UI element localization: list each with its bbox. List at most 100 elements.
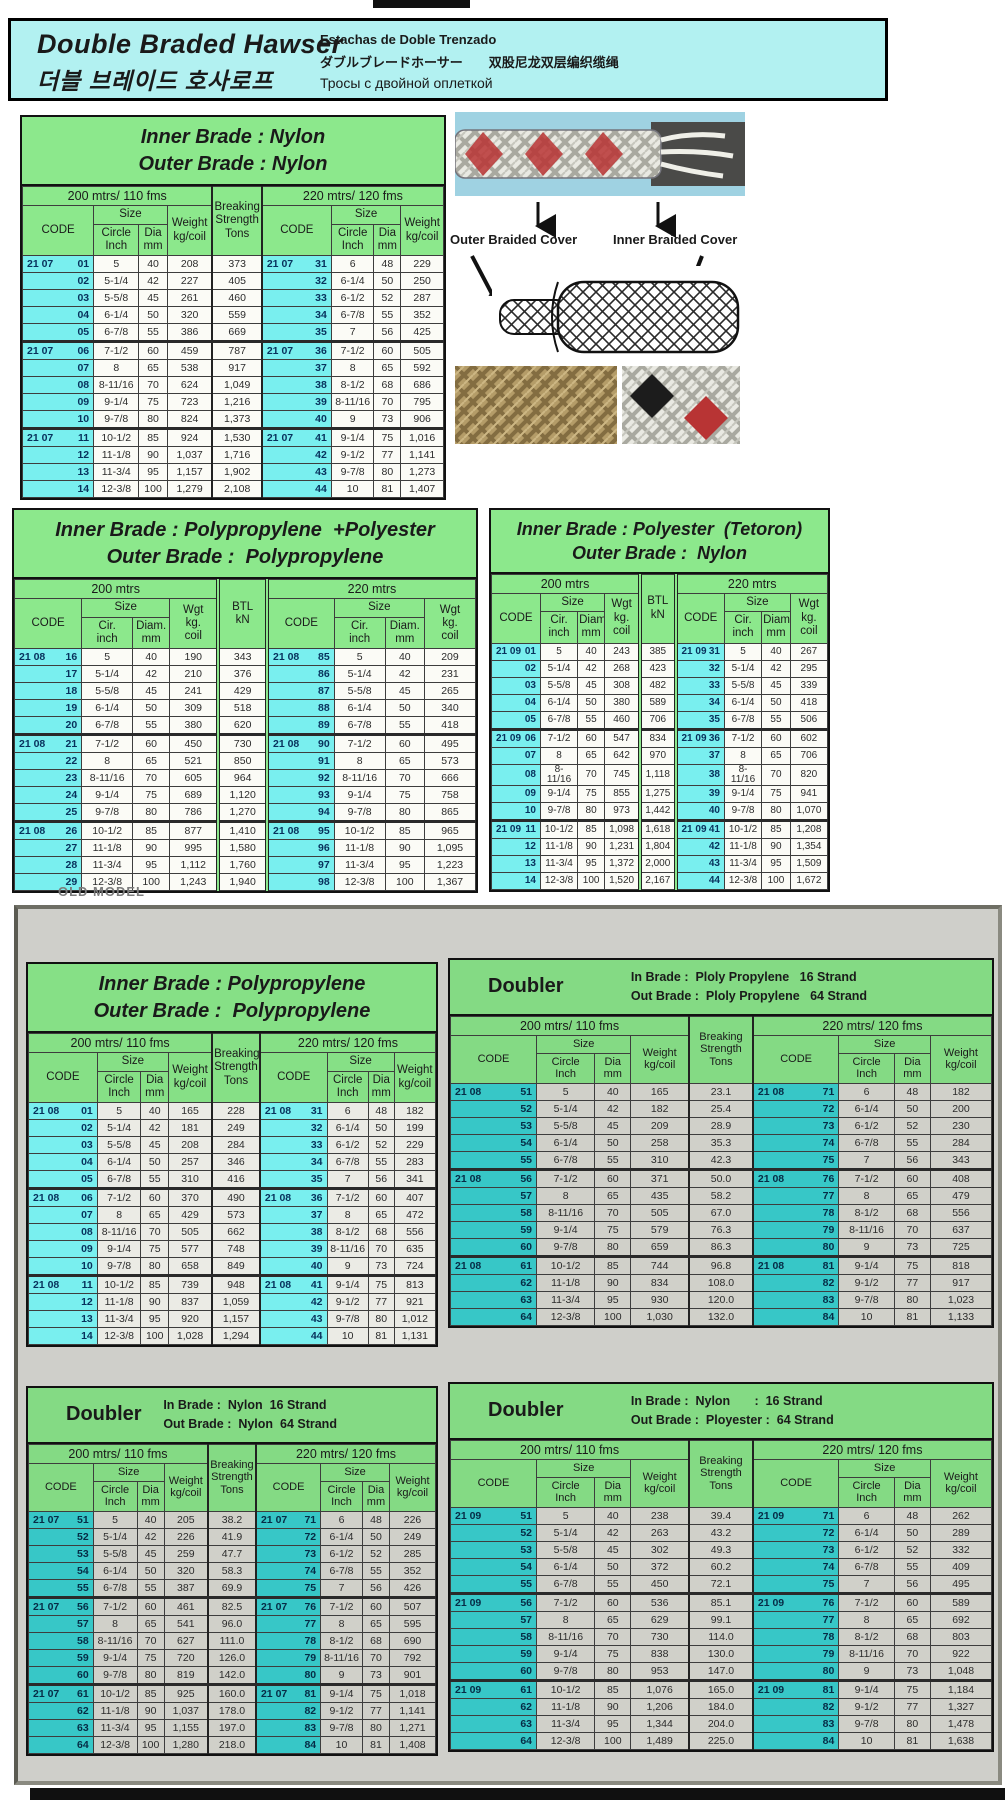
data-cell: 6-1/4 (333, 699, 386, 718)
data-cell: 100 (594, 1307, 632, 1326)
data-cell: 56 (373, 323, 402, 343)
data-cell: 973 (604, 801, 641, 821)
data-cell: 68 (367, 1223, 395, 1242)
table-row: 57 8 65 541 96.0 77 8 65 595 (28, 1614, 436, 1633)
data-cell: 55 (594, 1574, 632, 1594)
code-suffix: 95 (317, 824, 330, 837)
data-cell: 70 (373, 393, 402, 412)
table-row: 62 11-1/8 90 834 108.0 82 9-1/2 77 917 (450, 1273, 993, 1292)
code-suffix: 03 (77, 291, 90, 304)
code-suffix: 42 (315, 448, 327, 461)
strength-cell: 284 (211, 1136, 261, 1155)
data-cell: 70 (361, 1648, 391, 1667)
data-cell: 7-1/2 (81, 733, 134, 754)
code-prefix: 21 08 (272, 824, 300, 837)
code-cell: 40 (261, 410, 332, 430)
data-cell: 6-1/4 (92, 1561, 138, 1580)
data-cell: 1,279 (166, 480, 213, 499)
data-cell: 50 (893, 1099, 931, 1118)
code-cell: 42 (259, 1293, 328, 1312)
code-suffix: 36 (315, 344, 327, 357)
strength-cell: 1,059 (211, 1293, 261, 1312)
bottom-edge-bar (30, 1788, 1005, 1800)
data-cell: 42 (140, 1119, 169, 1138)
code-suffix: 74 (822, 1560, 835, 1573)
strength-cell: 76.3 (688, 1220, 754, 1239)
table-row: 18 5-5/8 45 241 429 87 5-5/8 45 265 (13, 682, 477, 701)
col-header: CODE (752, 1034, 840, 1084)
strength-cell: 58.2 (688, 1186, 754, 1205)
code-cell: 21 09 41 (675, 818, 725, 839)
code-cell: 80 (752, 1237, 840, 1257)
table-row: 21 09 56 7-1/2 60 536 85.1 21 09 76 7-1/2 60 589 (450, 1591, 993, 1612)
data-cell: 11-1/8 (93, 446, 140, 465)
data-cell: 1,155 (163, 1718, 209, 1737)
data-cell: 1,184 (929, 1678, 993, 1699)
table-row: 21 08 01 5 40 165 228 21 08 31 6 48 182 (28, 1102, 437, 1121)
col-header: Diam mm (577, 611, 606, 644)
strength-cell: 1,373 (211, 410, 263, 430)
data-cell: 9-1/4 (96, 1240, 142, 1259)
data-cell: 90 (594, 1273, 632, 1292)
data-cell: 1,520 (604, 871, 641, 890)
col-header: Weight kg/coil (163, 1462, 209, 1512)
code-suffix: 10 (524, 804, 536, 816)
strength-cell: 1,157 (211, 1310, 261, 1329)
data-cell: 10 (326, 1327, 369, 1346)
data-cell: 9-1/2 (838, 1273, 895, 1292)
data-cell: 1,367 (423, 873, 477, 892)
strength-cell: 748 (211, 1240, 261, 1259)
code-cell: 73 (752, 1540, 840, 1559)
braid-spec-lines: In Brade : Nylon 16 Strand Out Brade : N… (163, 1398, 337, 1431)
code-cell: 17 (13, 665, 83, 684)
data-cell: 9-1/2 (330, 446, 375, 465)
col-header: Circle Inch (838, 1052, 895, 1084)
code-cell: 02 (491, 659, 541, 678)
strength-cell: 2,167 (638, 871, 678, 890)
code-suffix: 38 (315, 378, 327, 391)
data-cell: 310 (630, 1150, 690, 1170)
code-suffix: 19 (65, 701, 78, 714)
code-cell: 13 (21, 463, 95, 482)
data-cell: 42 (594, 1099, 632, 1118)
data-cell: 10-1/2 (535, 1678, 596, 1699)
code-suffix: 21 (65, 737, 78, 750)
code-cell: 39 (261, 393, 332, 412)
code-cell: 43 (261, 463, 332, 482)
data-cell: 284 (929, 1133, 993, 1152)
col-header: Dia mm (367, 1070, 395, 1104)
code-cell: 21 07 71 (255, 1510, 322, 1529)
data-cell: 80 (893, 1290, 931, 1309)
code-cell: 58 (450, 1627, 537, 1646)
col-header: CODE (28, 1052, 98, 1104)
data-cell: 12-3/8 (723, 871, 763, 890)
strength-cell: 460 (211, 289, 263, 308)
code-cell: 08 (491, 763, 541, 786)
data-cell: 85 (136, 1682, 165, 1703)
code-suffix: 29 (65, 875, 78, 888)
code-suffix: 83 (304, 1721, 317, 1734)
data-cell: 6-1/2 (320, 1544, 363, 1563)
data-cell: 820 (789, 763, 829, 786)
data-cell: 265 (423, 682, 477, 701)
code-suffix: 58 (520, 1206, 532, 1219)
strength-cell: 147.0 (688, 1661, 754, 1681)
table-component-t4: Inner Brade : Polypropylene Outer Brade :… (26, 962, 438, 1348)
data-cell: 9-7/8 (92, 1665, 138, 1685)
code-cell: 58 (450, 1203, 537, 1222)
code-cell: 21 08 06 (28, 1187, 98, 1208)
data-cell: 5 (539, 642, 579, 661)
table-row: 21 09 11 10-1/2 85 1,098 1,618 21 09 41 10-1/2 85… (491, 818, 829, 839)
strength-cell: 1,940 (216, 873, 269, 892)
data-cell: 12-3/8 (535, 1307, 596, 1326)
code-cell: 80 (255, 1665, 322, 1685)
data-cell: 85 (384, 820, 425, 841)
data-cell: 80 (140, 1257, 169, 1277)
data-cell: 5-1/4 (96, 1119, 142, 1138)
data-cell: 792 (389, 1648, 436, 1667)
data-cell: 95 (140, 1310, 169, 1329)
code-prefix: 21 09 (455, 1683, 482, 1696)
strength-header: Breaking Strength Tons (211, 1032, 261, 1104)
code-cell: 74 (752, 1557, 840, 1576)
strength-cell: 126.0 (206, 1648, 257, 1667)
